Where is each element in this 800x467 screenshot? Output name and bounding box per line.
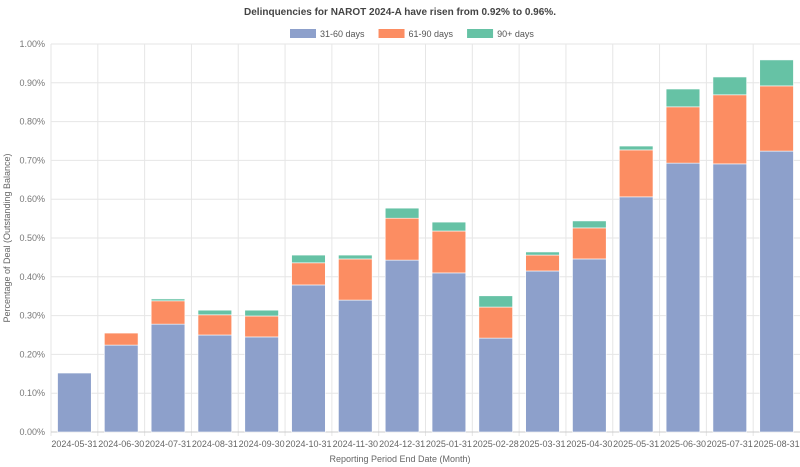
bar-segment-61-90-days[interactable] [244, 315, 279, 338]
bar-segment-61-90-days[interactable] [338, 258, 373, 301]
bar-segment-90-days[interactable] [384, 207, 420, 219]
bar-segment-90-days[interactable] [759, 59, 794, 87]
bar-segment-90-days[interactable] [150, 298, 186, 302]
x-tick-label: 2025-03-31 [520, 439, 566, 449]
bar-segment-90-days[interactable] [619, 145, 654, 151]
bar-segment-31-60-days[interactable] [759, 150, 794, 433]
bar-segment-90-days[interactable] [665, 88, 701, 108]
y-tick-label: 1.00% [19, 39, 45, 49]
y-tick-label: 0.50% [19, 233, 45, 243]
bar-segment-31-60-days[interactable] [525, 270, 560, 433]
x-axis-label: Reporting Period End Date (Month) [329, 454, 470, 464]
y-tick-label: 0.40% [19, 272, 45, 282]
x-tick-label: 2025-02-28 [473, 439, 519, 449]
legend-label[interactable]: 61-90 days [409, 29, 454, 39]
x-tick-label: 2024-07-31 [145, 439, 191, 449]
bar-segment-90-days[interactable] [338, 254, 373, 260]
legend-label[interactable]: 90+ days [497, 29, 534, 39]
x-tick-label: 2025-04-30 [566, 439, 612, 449]
x-tick-label: 2025-08-31 [754, 439, 800, 449]
y-axis-label: Percentage of Deal (Outstanding Balance) [2, 153, 12, 322]
bar-segment-31-60-days[interactable] [57, 372, 92, 433]
bar-segment-61-90-days[interactable] [619, 149, 654, 198]
legend-label[interactable]: 31-60 days [320, 29, 365, 39]
bar-segment-61-90-days[interactable] [478, 306, 513, 339]
bar-segment-61-90-days[interactable] [525, 254, 560, 272]
y-tick-label: 0.80% [19, 117, 45, 127]
x-tick-label: 2024-09-30 [239, 439, 285, 449]
bar-segment-90-days[interactable] [712, 76, 747, 96]
bar-segment-61-90-days[interactable] [712, 94, 747, 165]
y-tick-label: 0.30% [19, 311, 45, 321]
y-tick-label: 0.90% [19, 78, 45, 88]
x-tick-label: 2024-12-31 [379, 439, 425, 449]
bar-segment-90-days[interactable] [244, 309, 279, 317]
legend: 31-60 days 61-90 days 90+ days [290, 29, 534, 39]
bar-segment-61-90-days[interactable] [197, 314, 232, 336]
x-tick-label: 2025-06-30 [660, 439, 706, 449]
x-tick-label: 2025-07-31 [707, 439, 753, 449]
bar-segment-90-days[interactable] [572, 220, 607, 229]
y-tick-label: 0.20% [19, 349, 45, 359]
bar-segment-90-days[interactable] [478, 295, 513, 308]
bar-segment-31-60-days[interactable] [104, 344, 139, 433]
bar-segment-31-60-days[interactable] [338, 299, 373, 433]
y-tick-label: 0.70% [19, 155, 45, 165]
bar-segment-31-60-days[interactable] [572, 258, 607, 433]
bar-segment-90-days[interactable] [525, 251, 560, 256]
x-tick-label: 2024-11-30 [333, 439, 378, 449]
bar-segment-61-90-days[interactable] [431, 230, 467, 274]
chart-title: Delinquencies for NAROT 2024-A have rise… [244, 7, 556, 18]
legend-swatch [378, 29, 405, 38]
bar-segment-31-60-days[interactable] [478, 337, 513, 433]
bar-segment-31-60-days[interactable] [150, 323, 186, 433]
bar-segment-61-90-days[interactable] [384, 217, 420, 261]
x-tick-label: 2025-05-31 [613, 439, 659, 449]
bar-segment-31-60-days[interactable] [619, 196, 654, 433]
bar-segment-31-60-days[interactable] [431, 272, 467, 433]
bar-segment-61-90-days[interactable] [665, 106, 701, 164]
x-tick-label: 2024-10-31 [285, 439, 331, 449]
bar-segment-90-days[interactable] [431, 221, 467, 232]
bar-segment-31-60-days[interactable] [244, 336, 279, 433]
x-tick-label: 2024-08-31 [192, 439, 238, 449]
x-tick-label: 2024-06-30 [98, 439, 144, 449]
bars [57, 59, 794, 433]
bar-segment-90-days[interactable] [197, 309, 232, 316]
bar-segment-61-90-days[interactable] [291, 262, 326, 286]
bar-segment-61-90-days[interactable] [572, 227, 607, 260]
legend-swatch [290, 29, 316, 38]
bar-segment-31-60-days[interactable] [712, 163, 747, 433]
x-tick-label: 2025-01-31 [426, 439, 472, 449]
y-tick-label: 0.60% [19, 194, 45, 204]
x-axis-ticks: 2024-05-31 2024-06-30 2024-07-31 2024-08-31… [51, 439, 799, 449]
bar-segment-90-days[interactable] [291, 254, 326, 264]
y-tick-label: 0.00% [19, 427, 45, 437]
bar-segment-61-90-days[interactable] [150, 300, 186, 325]
y-tick-label: 0.10% [19, 388, 45, 398]
bar-segment-61-90-days[interactable] [759, 85, 794, 152]
bar-segment-31-60-days[interactable] [197, 334, 232, 433]
legend-swatch [467, 29, 494, 38]
bar-segment-31-60-days[interactable] [665, 162, 701, 433]
bar-segment-31-60-days[interactable] [291, 284, 326, 433]
bar-segment-31-60-days[interactable] [384, 259, 420, 433]
bar-segment-61-90-days[interactable] [104, 332, 139, 346]
x-tick-label: 2024-05-31 [51, 439, 97, 449]
